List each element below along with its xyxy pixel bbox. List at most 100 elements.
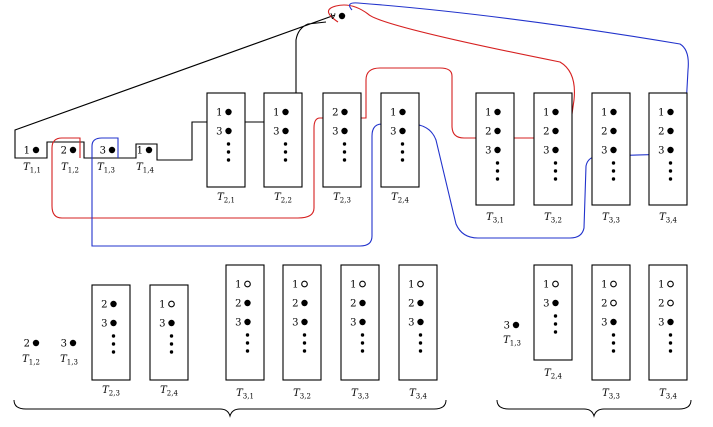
- bottom-right-box-2-point-2: 2: [601, 299, 617, 310]
- bottom-right-box-1-ellipsis-dot-2: [553, 322, 558, 326]
- top-level3-subtree-4-point-2-number: 2: [658, 127, 664, 138]
- bottom-left-box-3-point-2: 2: [235, 299, 251, 310]
- top-level2-subtree-2-point-2-number: 3: [273, 127, 279, 138]
- bottom-left-box-6-point-2: 2: [408, 299, 424, 310]
- top-level3-subtree-1-point-3-number: 3: [485, 146, 491, 157]
- bottom-right-box-3-point-2-dot: [667, 299, 674, 307]
- bottom-right-box-1-frame: [533, 264, 573, 361]
- top-level3-subtree-1-point-3-dot: [494, 146, 501, 154]
- top-level2-subtree-2-frame: [263, 92, 303, 188]
- bottom-right-box-3-ellipsis-dot-2: [668, 341, 673, 345]
- top-level3-subtree-1-ellipsis-dot-2: [495, 169, 500, 173]
- top-level3-subtree-1-point-2-number: 2: [485, 127, 491, 138]
- top-level2-subtree-1-point-1: 1: [216, 108, 232, 119]
- top-level3-subtree-4: 1 2 3 T3,4: [648, 92, 688, 225]
- bottom-left-single-1: 2 T1,2: [22, 339, 40, 367]
- top-level1-subtree-1-point: 1: [24, 146, 40, 157]
- bottom-left-box-6-point-2-number: 2: [408, 299, 414, 310]
- top-level3-subtree-1-ellipsis-dot-1: [495, 161, 500, 165]
- top-level3-subtree-3-point-3-dot: [610, 146, 617, 154]
- bottom-right-box-1-ellipsis-dot-3: [553, 330, 558, 334]
- bottom-right-box-2-ellipsis-dot-3: [611, 349, 616, 353]
- bottom-left-box-3-point-3-dot: [244, 318, 251, 326]
- bottom-left-box-3-ellipsis-dot-1: [245, 333, 250, 337]
- bottom-left-box-4-point-2-dot: [301, 299, 308, 307]
- bottom-right-box-2-point-2-dot: [610, 299, 617, 307]
- bottom-left-box-5-point-3: 3: [350, 318, 366, 329]
- bottom-left-box-5-point-3-number: 3: [350, 318, 356, 329]
- bottom-right-single-1-label: T1,3: [503, 335, 521, 348]
- bottom-left-box-3-point-1: 1: [235, 280, 251, 291]
- bottom-left-box-4-ellipsis-dot-3: [302, 349, 307, 353]
- bottom-right-box-3-point-2-number: 2: [658, 299, 664, 310]
- top-level3-subtree-1-point-3: 3: [485, 146, 501, 157]
- top-level3-subtree-2: 1 2 3 T3,2: [533, 92, 573, 225]
- bottom-left-box-3-point-2-number: 2: [235, 299, 241, 310]
- top-level3-subtree-1-point-1-number: 1: [485, 108, 491, 119]
- top-level2-subtree-4-ellipsis-dot-3: [400, 158, 405, 162]
- bottom-right-box-2-point-3: 3: [601, 318, 617, 329]
- top-level2-subtree-2-point-2-dot: [282, 127, 289, 135]
- top-level3-subtree-2-ellipsis-dot-2: [553, 169, 558, 173]
- bottom-right-single-1-point-number: 3: [504, 321, 510, 332]
- top-level2-subtree-2-ellipsis-dot-1: [283, 142, 288, 146]
- bottom-left-box-3-point-1-number: 1: [235, 280, 241, 291]
- root-label: v: [330, 11, 336, 22]
- bottom-left-box-3-ellipsis-dot-2: [245, 341, 250, 345]
- bottom-right-box-3-point-3: 3: [658, 318, 674, 329]
- top-level2-subtree-1: 1 3 T2,1: [206, 92, 246, 205]
- top-level3-subtree-3-point-2: 2: [601, 127, 617, 138]
- bottom-left-box-2-label: T2,4: [160, 385, 178, 398]
- bottom-right-box-1-point-2: 3: [543, 299, 559, 310]
- top-level2-subtree-2: 1 3 T2,2: [263, 92, 303, 205]
- top-level2-subtree-1-label: T2,1: [217, 192, 235, 205]
- top-level1-subtree-2-point-dot: [69, 146, 77, 154]
- top-level3-subtree-2-point-2-dot: [552, 127, 559, 135]
- bottom-left-box-6-point-1: 1: [408, 280, 424, 291]
- top-level3-subtree-4-ellipsis-dot-3: [668, 177, 673, 181]
- top-level2-subtree-4-point-2-number: 3: [390, 127, 396, 138]
- bottom-left-box-4-point-1-number: 1: [292, 280, 298, 291]
- bottom-left-box-4-point-3: 3: [292, 318, 308, 329]
- bottom-left-box-6-ellipsis-dot-3: [418, 349, 423, 353]
- brace-right: [496, 399, 692, 418]
- top-level2-subtree-1-ellipsis-dot-3: [226, 158, 231, 162]
- top-level3-subtree-2-point-2-number: 2: [543, 127, 549, 138]
- bottom-right-box-2-point-3-number: 3: [601, 318, 607, 329]
- bottom-left-box-3-point-3: 3: [235, 318, 251, 329]
- top-level2-subtree-3-label: T2,3: [333, 192, 351, 205]
- top-level3-subtree-4-point-2-dot: [667, 127, 674, 135]
- bottom-left-box-3-ellipsis-dot-3: [245, 349, 250, 353]
- bottom-left-box-1-point-1: 2: [101, 300, 117, 311]
- top-level2-subtree-4-ellipsis-dot-2: [400, 150, 405, 154]
- top-level2-subtree-3: 2 3 T2,3: [322, 92, 362, 205]
- top-level3-subtree-1: 1 2 3 T3,1: [475, 92, 515, 225]
- bottom-left-box-4-point-3-dot: [301, 318, 308, 326]
- top-level1-subtree-3-label: T1,3: [97, 162, 115, 175]
- top-level1-subtree-3-point: 3: [100, 146, 116, 157]
- bottom-right-box-3-ellipsis-dot-1: [668, 333, 673, 337]
- bottom-left-box-4-point-1-dot: [301, 280, 308, 288]
- bottom-left-single-1-label: T1,2: [22, 354, 40, 367]
- bottom-left-box-5-point-1-number: 1: [350, 280, 356, 291]
- top-level3-subtree-2-point-1-dot: [552, 108, 559, 116]
- top-level3-subtree-2-point-1-number: 1: [543, 108, 549, 119]
- bottom-left-box-1-ellipsis-dot-3: [111, 350, 116, 354]
- top-level1-subtree-2-point: 2: [61, 146, 77, 157]
- top-level2-subtree-1-ellipsis-dot-2: [226, 150, 231, 154]
- top-level1-subtree-4-label: T1,4: [136, 162, 154, 175]
- top-level3-subtree-4-ellipsis-dot-2: [668, 169, 673, 173]
- top-level1-subtree-4: 1 T1,4: [136, 146, 154, 175]
- top-level2-subtree-2-ellipsis-dot-3: [283, 158, 288, 162]
- top-level3-subtree-1-point-2: 2: [485, 127, 501, 138]
- bottom-right-single-1: 3 T1,3: [503, 321, 521, 348]
- top-level3-subtree-3-ellipsis-dot-3: [611, 177, 616, 181]
- top-level3-subtree-4-point-2: 2: [658, 127, 674, 138]
- top-level3-subtree-3-point-2-dot: [610, 127, 617, 135]
- group-braces: [13, 399, 692, 418]
- bottom-left-box-1-ellipsis-dot-1: [111, 334, 116, 338]
- top-level2-subtree-2-point-1-dot: [282, 108, 289, 116]
- bottom-left-box-5-label: T3,3: [351, 388, 369, 401]
- top-level2-subtree-2-ellipsis-dot-2: [283, 150, 288, 154]
